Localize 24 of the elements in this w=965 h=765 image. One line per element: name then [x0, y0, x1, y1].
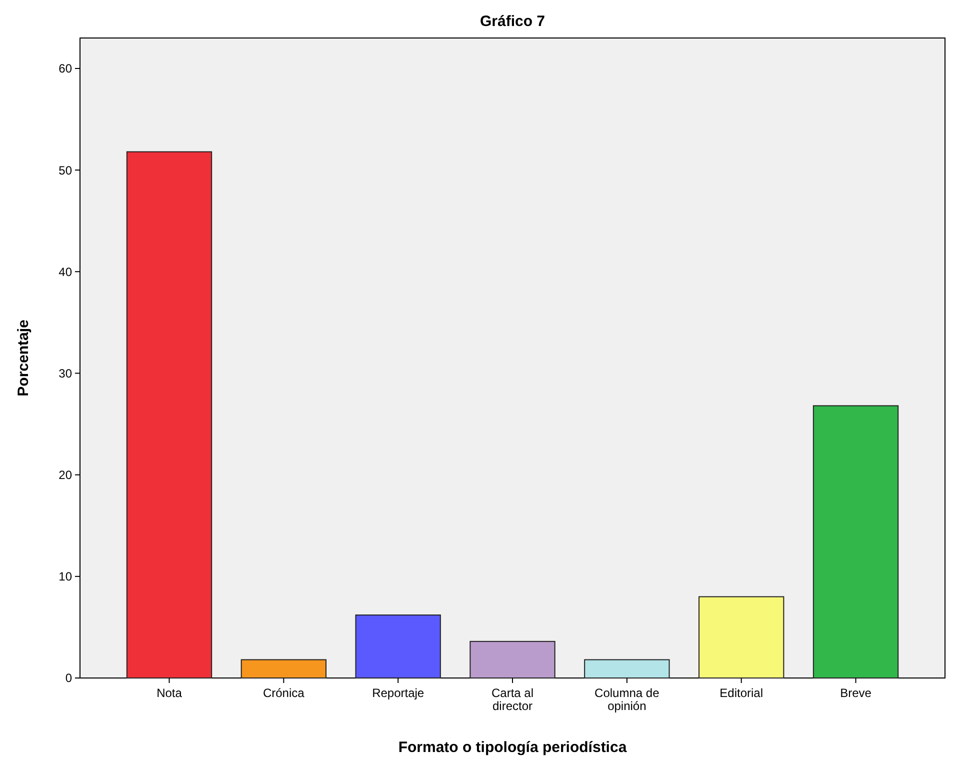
y-tick-label: 0: [65, 671, 72, 686]
y-tick-label: 40: [58, 264, 72, 279]
y-tick-label: 10: [58, 570, 72, 584]
x-tick-label: Nota: [156, 686, 182, 700]
x-tick-label: Columna de opinión: [594, 686, 660, 713]
bar: [126, 151, 212, 678]
y-axis-title: Porcentaje: [15, 320, 32, 396]
bar: [470, 640, 556, 678]
chart-title: Gráfico 7: [480, 13, 546, 30]
bar: [355, 614, 441, 678]
x-tick-label: Breve: [840, 686, 872, 700]
x-tick-label: Reportaje: [372, 686, 424, 700]
y-tick-label: 20: [58, 468, 72, 482]
x-axis-title: Formato o tipología periodística: [398, 739, 628, 756]
y-tick-label: 60: [58, 62, 72, 76]
y-tick-label: 50: [58, 163, 72, 178]
bar: [812, 405, 899, 678]
bar: [584, 659, 670, 678]
y-tick-label: 30: [58, 366, 72, 380]
bar: [698, 596, 784, 678]
x-tick-label: Editorial: [720, 686, 764, 700]
bar: [240, 659, 326, 678]
x-tick-label: Crónica: [262, 686, 305, 700]
x-tick-label: Carta al director: [491, 686, 534, 713]
